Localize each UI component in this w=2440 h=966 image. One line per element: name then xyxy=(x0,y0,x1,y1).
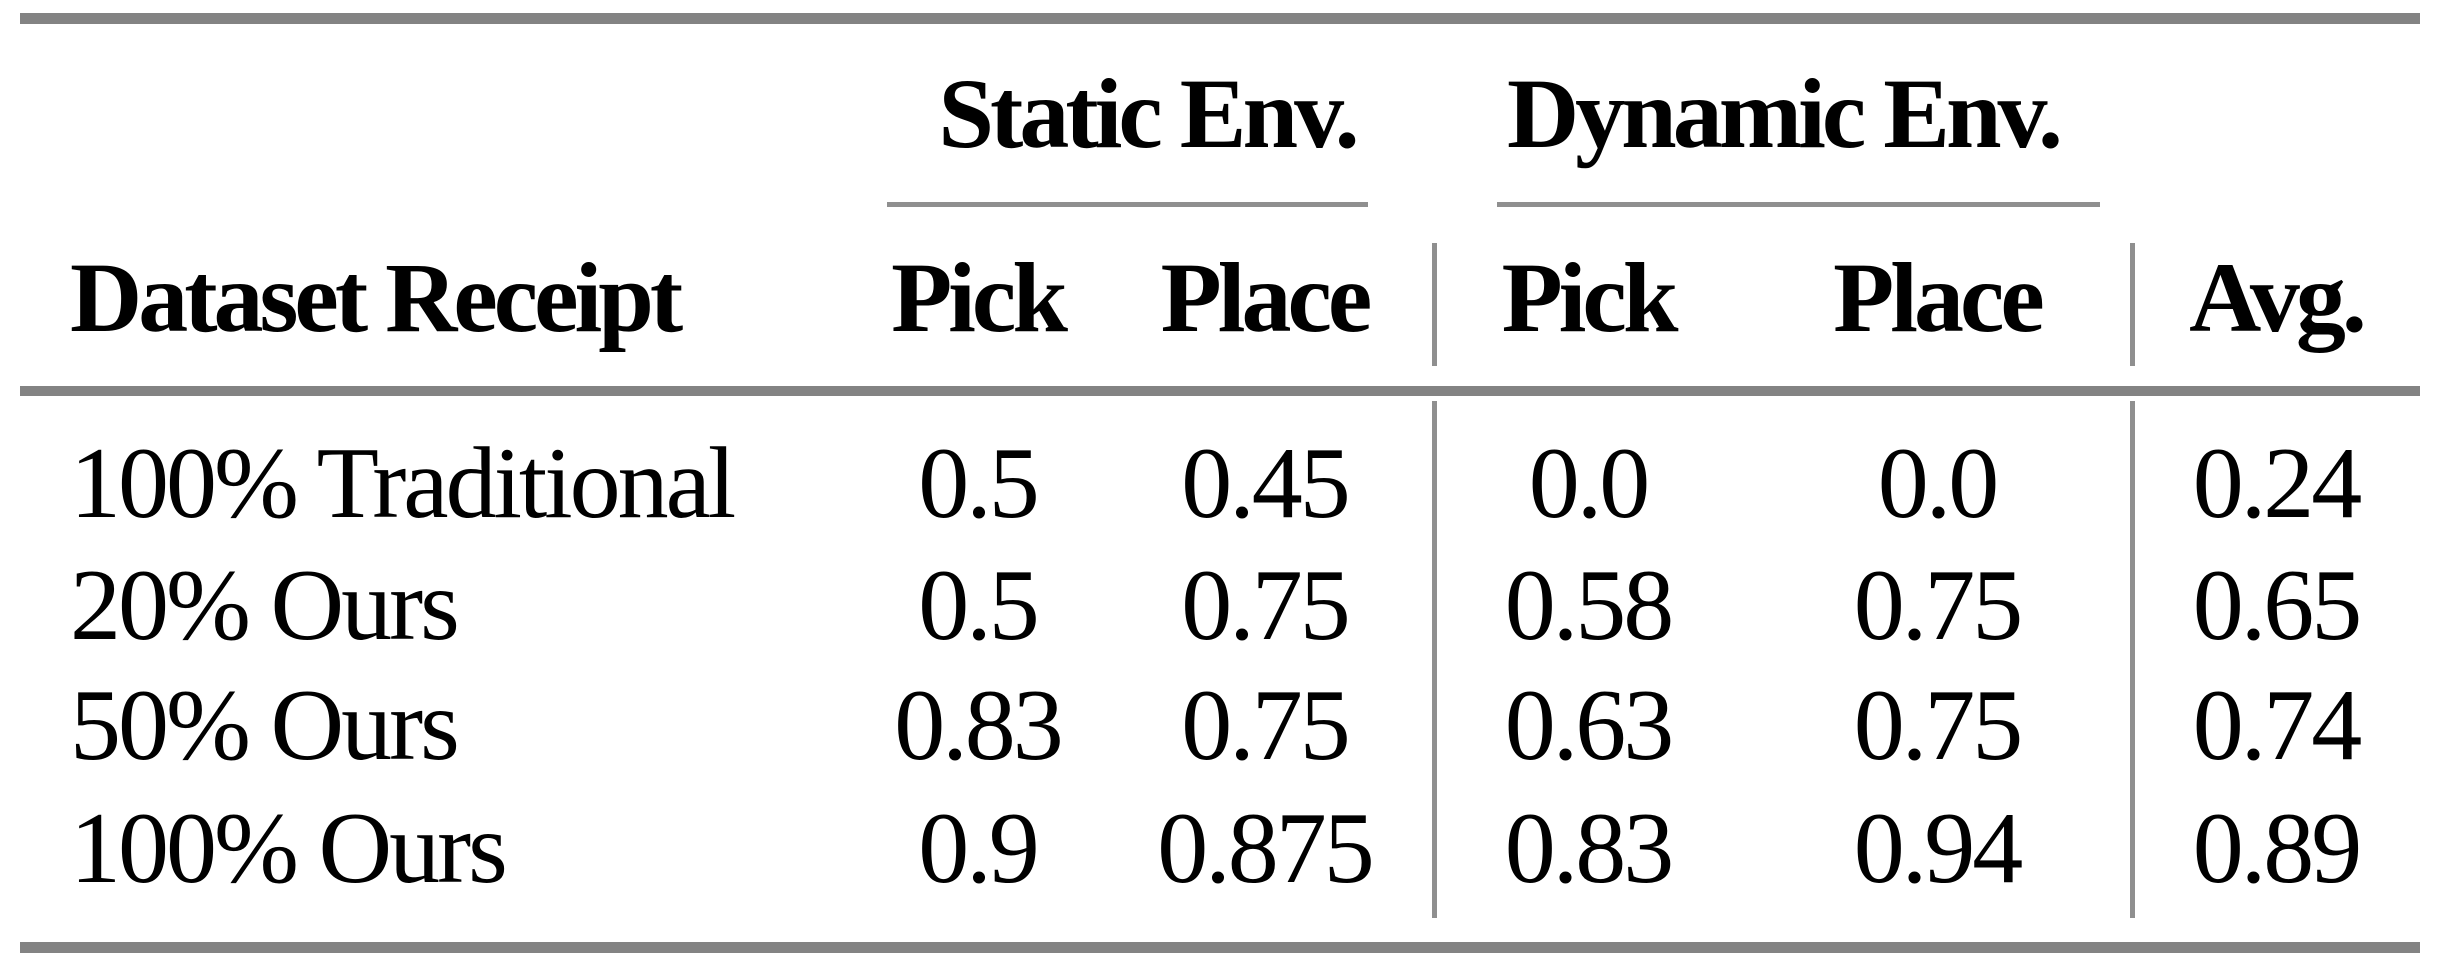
row-label: 100% Ours xyxy=(70,792,508,905)
cell-static-pick: 0.9 xyxy=(918,792,1040,905)
dynamic-group-underline xyxy=(1497,202,2100,207)
column-group-dynamic: Dynamic Env. xyxy=(1506,58,2063,169)
cell-dynamic-place: 0.75 xyxy=(1853,669,2024,782)
cell-dynamic-place: 0.94 xyxy=(1853,792,2024,905)
cell-static-pick: 0.5 xyxy=(918,427,1040,540)
row-label: 20% Ours xyxy=(70,549,460,662)
cell-avg: 0.74 xyxy=(2192,669,2363,782)
bottom-rule xyxy=(20,942,2420,953)
cell-dynamic-place: 0.0 xyxy=(1877,427,2000,540)
cell-static-place: 0.75 xyxy=(1181,669,1351,782)
vertical-separator-avg-header xyxy=(2130,243,2135,366)
cell-avg: 0.24 xyxy=(2192,427,2363,540)
row-label: 50% Ours xyxy=(70,669,460,782)
column-header-static-place: Place xyxy=(1160,242,1373,353)
cell-static-pick: 0.83 xyxy=(894,669,1064,782)
cell-static-pick: 0.5 xyxy=(918,549,1040,662)
column-header-static-pick: Pick xyxy=(891,242,1068,353)
vertical-separator-avg-body xyxy=(2130,401,2135,918)
vertical-separator-static-dynamic-body xyxy=(1432,401,1437,918)
row-label: 100% Traditional xyxy=(70,427,736,540)
top-rule xyxy=(20,13,2420,24)
cell-static-place: 0.45 xyxy=(1181,427,1351,540)
column-header-dynamic-place: Place xyxy=(1833,242,2045,353)
column-header-dynamic-pick: Pick xyxy=(1501,242,1679,353)
static-group-underline xyxy=(887,202,1368,207)
cell-dynamic-pick: 0.0 xyxy=(1528,427,1651,540)
vertical-separator-static-dynamic-header xyxy=(1432,243,1437,366)
cell-dynamic-pick: 0.83 xyxy=(1504,792,1675,905)
column-header-avg: Avg. xyxy=(2189,242,2367,353)
cell-dynamic-pick: 0.58 xyxy=(1504,549,1675,662)
cell-static-place: 0.875 xyxy=(1157,792,1375,905)
column-header-dataset-receipt: Dataset Receipt xyxy=(70,242,683,353)
cell-avg: 0.89 xyxy=(2192,792,2363,905)
cell-avg: 0.65 xyxy=(2192,549,2363,662)
cell-static-place: 0.75 xyxy=(1181,549,1351,662)
header-rule xyxy=(20,386,2420,396)
cell-dynamic-pick: 0.63 xyxy=(1504,669,1675,782)
column-group-static: Static Env. xyxy=(938,58,1359,169)
cell-dynamic-place: 0.75 xyxy=(1853,549,2024,662)
